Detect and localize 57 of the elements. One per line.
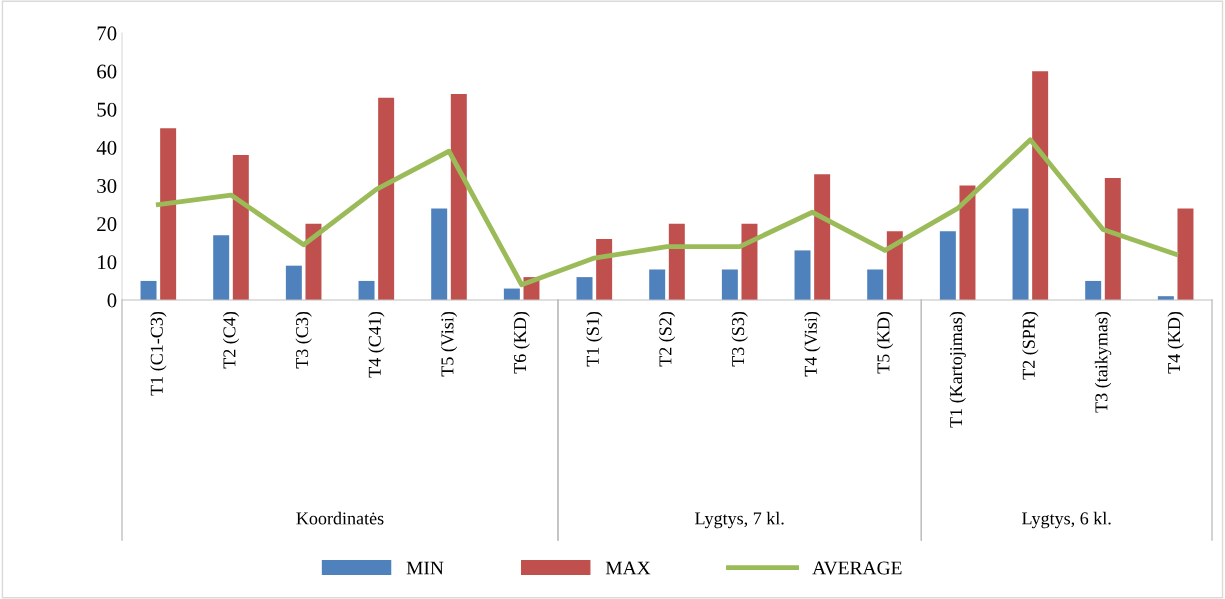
bar — [814, 174, 831, 300]
text: Lygtys, 7 kl. — [695, 511, 784, 529]
legend-label: MAX — [605, 561, 651, 575]
bar — [1104, 177, 1121, 300]
x-tick-label: T6 (KD) — [513, 311, 530, 374]
bar — [378, 97, 395, 300]
bar — [668, 223, 685, 300]
x-tick-label: T2 (SPR) — [1022, 311, 1039, 380]
bar — [1012, 208, 1029, 300]
bar — [959, 185, 976, 300]
bar — [358, 280, 375, 300]
y-tick-label: 10 — [98, 255, 117, 270]
bar — [596, 238, 613, 300]
bar — [939, 231, 956, 300]
bar — [232, 155, 249, 300]
line-series — [155, 137, 1179, 288]
bar — [886, 231, 903, 300]
bar — [213, 235, 230, 300]
bar — [1177, 208, 1194, 300]
x-tick-label: T2 (C4) — [222, 311, 240, 369]
x-tick-label: T1 (Kartojimas) — [949, 311, 966, 428]
bar — [305, 223, 322, 300]
bar — [867, 269, 884, 300]
x-tick-label: T1 (C1-C3) — [150, 311, 167, 396]
bar — [450, 94, 467, 300]
bar — [741, 223, 758, 300]
bar — [794, 250, 811, 300]
x-tick-label: T1 (S1) — [586, 311, 603, 367]
bar — [140, 280, 157, 300]
legend-label: MIN — [406, 561, 444, 575]
x-tick-label: T2 (S2) — [658, 311, 676, 367]
bar — [1032, 71, 1049, 300]
y-tick-label: 50 — [97, 102, 117, 117]
y-tick-label: 20 — [97, 217, 117, 232]
bar — [576, 277, 593, 300]
x-tick-label: T5 (Visi) — [440, 311, 458, 377]
x-tick-label: T4 (C41) — [368, 311, 385, 378]
x-tick-label: T4 (Visi) — [804, 311, 821, 377]
x-tick-label: T4 (KD) — [1167, 311, 1184, 374]
x-tick-label: T5 (KD) — [876, 311, 894, 374]
legend-label: AVERAGE — [812, 561, 902, 575]
bar — [1085, 280, 1102, 300]
y-tick-label: 40 — [96, 140, 117, 155]
y-tick-label: 30 — [97, 178, 117, 193]
y-tick-label: 0 — [107, 293, 117, 308]
bar — [721, 269, 738, 300]
bar — [431, 208, 448, 300]
y-tick-label: 70 — [97, 26, 117, 41]
text: Lygtys, 6 kl. — [1022, 511, 1111, 529]
bar — [649, 269, 666, 300]
bar — [160, 128, 177, 300]
bar — [285, 265, 302, 300]
text: Koordinatės — [296, 511, 384, 525]
x-tick-label: T3 (taikymas) — [1094, 311, 1112, 413]
y-tick-label: 60 — [97, 64, 117, 79]
x-tick-label: T3 (S3) — [731, 311, 748, 367]
x-tick-label: T3 (C3) — [295, 311, 312, 369]
